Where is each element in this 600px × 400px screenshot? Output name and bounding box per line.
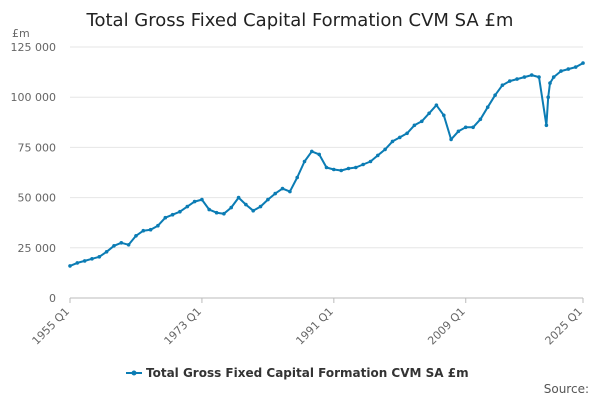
- data-point[interactable]: [75, 261, 80, 265]
- data-point[interactable]: [273, 191, 278, 196]
- data-point[interactable]: [456, 129, 461, 134]
- y-tick-label: 100 000: [11, 91, 57, 104]
- x-tick-label: 1955 Q1: [30, 305, 73, 348]
- data-point[interactable]: [126, 243, 131, 247]
- data-point[interactable]: [493, 93, 497, 97]
- data-point[interactable]: [156, 223, 160, 228]
- data-point[interactable]: [566, 67, 571, 71]
- data-point[interactable]: [148, 227, 153, 232]
- data-point[interactable]: [463, 125, 468, 130]
- data-point[interactable]: [544, 123, 549, 128]
- data-point[interactable]: [119, 241, 124, 245]
- data-point[interactable]: [398, 135, 402, 140]
- data-point[interactable]: [405, 131, 409, 136]
- data-point[interactable]: [522, 75, 527, 79]
- data-point[interactable]: [434, 103, 439, 107]
- data-point[interactable]: [178, 209, 182, 214]
- series-group: [68, 61, 585, 268]
- data-point[interactable]: [170, 212, 175, 217]
- x-tick-label: 1991 Q1: [293, 305, 336, 348]
- data-point[interactable]: [207, 207, 211, 212]
- data-point[interactable]: [537, 75, 541, 79]
- data-point[interactable]: [529, 73, 534, 77]
- data-point[interactable]: [339, 168, 344, 173]
- data-point[interactable]: [548, 81, 552, 85]
- gridlines: [70, 46, 583, 299]
- data-point[interactable]: [280, 186, 285, 191]
- data-point[interactable]: [266, 197, 270, 202]
- data-point[interactable]: [559, 69, 563, 73]
- data-point[interactable]: [376, 153, 380, 158]
- y-unit-label: £m: [12, 27, 30, 40]
- y-tick-label: 125 000: [11, 41, 57, 54]
- y-tick-label: 75 000: [18, 141, 57, 154]
- data-point[interactable]: [302, 159, 307, 164]
- y-tick-label: 50 000: [18, 192, 57, 205]
- x-axis: 1955 Q1 1973 Q1 1991 Q1 2009 Q1 2025 Q1: [30, 298, 586, 348]
- data-point[interactable]: [515, 77, 519, 81]
- data-point[interactable]: [68, 264, 72, 268]
- series-line: [69, 62, 584, 267]
- data-point[interactable]: [236, 195, 241, 200]
- data-point[interactable]: [581, 61, 585, 65]
- data-point[interactable]: [200, 197, 204, 202]
- data-point[interactable]: [251, 208, 255, 213]
- data-point[interactable]: [112, 244, 116, 248]
- data-point[interactable]: [90, 257, 94, 261]
- source-label: Source:: [544, 382, 589, 396]
- data-point[interactable]: [141, 228, 146, 233]
- data-point[interactable]: [288, 189, 292, 194]
- data-point[interactable]: [449, 137, 453, 142]
- x-tick-label: 1973 Q1: [161, 305, 204, 348]
- data-point[interactable]: [551, 75, 556, 79]
- data-point[interactable]: [222, 211, 226, 216]
- data-point[interactable]: [185, 204, 190, 209]
- data-point[interactable]: [324, 165, 329, 170]
- data-point[interactable]: [485, 105, 490, 109]
- data-point[interactable]: [507, 79, 512, 83]
- data-point[interactable]: [346, 166, 351, 171]
- data-point[interactable]: [471, 125, 475, 130]
- legend-swatch-marker: [131, 370, 137, 376]
- y-axis: 0 25 000 50 000 75 000 100 000 125 000: [11, 41, 57, 305]
- data-point[interactable]: [229, 205, 233, 210]
- data-point[interactable]: [295, 175, 300, 180]
- y-tick-label: 25 000: [18, 242, 57, 255]
- data-point[interactable]: [163, 215, 168, 220]
- data-point[interactable]: [310, 149, 314, 154]
- data-point[interactable]: [383, 147, 387, 152]
- data-point[interactable]: [134, 234, 138, 238]
- data-point[interactable]: [361, 162, 365, 167]
- data-point[interactable]: [332, 167, 336, 172]
- data-point[interactable]: [420, 119, 424, 124]
- chart-title: Total Gross Fixed Capital Formation CVM …: [86, 10, 514, 31]
- data-point[interactable]: [390, 139, 395, 144]
- data-point[interactable]: [97, 254, 102, 259]
- data-point[interactable]: [368, 159, 373, 164]
- data-point[interactable]: [546, 95, 550, 99]
- data-point[interactable]: [244, 202, 248, 207]
- data-point[interactable]: [104, 250, 109, 254]
- legend-label: Total Gross Fixed Capital Formation CVM …: [146, 366, 469, 380]
- x-tick-label: 2025 Q1: [543, 305, 586, 348]
- x-tick-label: 2009 Q1: [425, 305, 468, 348]
- data-point[interactable]: [82, 259, 87, 263]
- data-point[interactable]: [573, 65, 578, 69]
- data-point[interactable]: [192, 199, 197, 204]
- data-point[interactable]: [500, 83, 505, 87]
- legend[interactable]: Total Gross Fixed Capital Formation CVM …: [126, 366, 469, 380]
- data-point[interactable]: [214, 210, 219, 215]
- data-point[interactable]: [427, 111, 431, 116]
- data-point[interactable]: [442, 113, 446, 118]
- data-point[interactable]: [317, 152, 322, 157]
- y-tick-label: 0: [49, 292, 56, 305]
- data-point[interactable]: [354, 165, 358, 170]
- data-point[interactable]: [412, 123, 417, 128]
- data-point[interactable]: [478, 117, 483, 122]
- data-point[interactable]: [258, 204, 263, 209]
